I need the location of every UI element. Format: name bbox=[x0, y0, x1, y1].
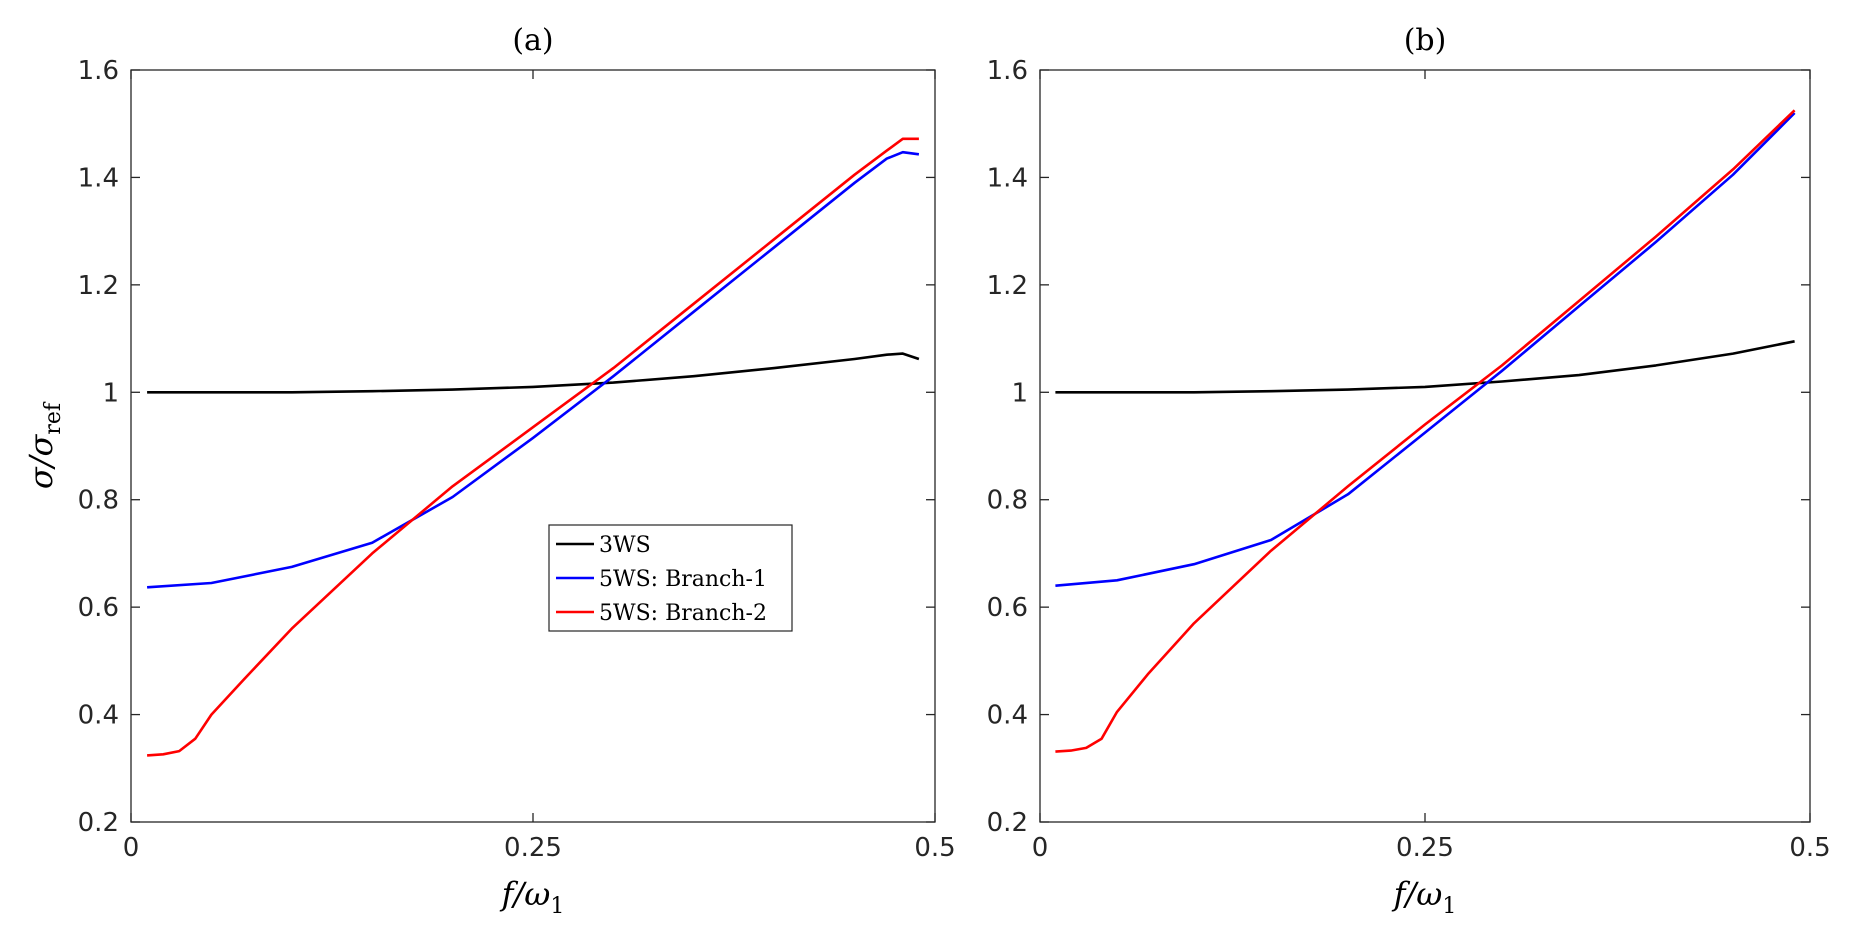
legend: 3WS 5WS: Branch-1 5WS: Branch-2 bbox=[548, 524, 793, 632]
panel-a-frame bbox=[130, 69, 936, 823]
panel-b-x-axis-label: f/ω1 bbox=[1392, 875, 1457, 919]
panel-b-series-5ws-branch-2 bbox=[1055, 109, 1796, 753]
panel-b-y-tick-label-6: 1.4 bbox=[987, 163, 1028, 193]
panel-a-x-axis-label-sub: 1 bbox=[550, 894, 564, 919]
panel-b-y-tick-label-7: 1.6 bbox=[987, 56, 1028, 86]
panel-a-y-tick-label-1: 0.4 bbox=[78, 701, 119, 731]
panel-b-series bbox=[1055, 109, 1796, 753]
panel-a-y-axis-label-main: σ/σ bbox=[22, 433, 60, 489]
panel-a-y-tick-label-7: 1.6 bbox=[78, 56, 119, 86]
panel-b-x-tick-label-1: 0.25 bbox=[1396, 833, 1454, 863]
legend-label-3ws: 3WS bbox=[599, 533, 651, 558]
panel-b-y-tick-label-2: 0.6 bbox=[987, 593, 1028, 623]
panel-b-series-3ws bbox=[1055, 340, 1795, 394]
panel-a-series bbox=[147, 137, 920, 757]
panel-b-x-tick-label-0: 0 bbox=[1032, 833, 1049, 863]
panel-b-title: (b) bbox=[1404, 23, 1447, 58]
panel-b-x-tick-label-2: 0.5 bbox=[1789, 833, 1830, 863]
panel-a-title: (a) bbox=[512, 23, 553, 58]
panel-b-frame bbox=[1039, 69, 1811, 823]
panel-b-y-tick-label-1: 0.4 bbox=[987, 701, 1028, 731]
panel-b-y-tick-label-4: 1 bbox=[1011, 378, 1028, 408]
legend-label-branch-2: 5WS: Branch-2 bbox=[599, 601, 767, 626]
panel-a-x-axis-label: f/ω1 bbox=[500, 875, 565, 919]
panel-b-y-tick-label-3: 0.8 bbox=[987, 486, 1028, 516]
panel-b: 0 0.25 0.50.20.40.60.811.21.41.6 (b) f/ω1 bbox=[987, 23, 1831, 919]
panel-b-x-axis-label-sub: 1 bbox=[1442, 894, 1456, 919]
panel-a-x-tick-label-2: 0.5 bbox=[914, 833, 955, 863]
panel-a-y-tick-label-5: 1.2 bbox=[78, 271, 119, 301]
panel-a-x-axis-label-main: f/ω bbox=[500, 875, 551, 913]
panel-a-y-axis-label: σ/σref bbox=[22, 401, 66, 489]
panel-a-series-5ws-branch-2 bbox=[147, 137, 919, 757]
panel-b-series-5ws-branch-1 bbox=[1055, 112, 1796, 587]
panel-a-y-tick-label-3: 0.8 bbox=[78, 486, 119, 516]
panel-a-ticks: 0 0.25 0.5 0.2 0.4 0.6 0.8 1 1.2 1.4 1.6 bbox=[78, 56, 956, 863]
panel-b-y-tick-label-0: 0.2 bbox=[987, 808, 1028, 838]
legend-label-branch-1: 5WS: Branch-1 bbox=[599, 567, 767, 592]
panel-b-y-tick-label-5: 1.2 bbox=[987, 271, 1028, 301]
panel-a-series-5ws-branch-1 bbox=[147, 150, 920, 589]
panel-a-x-tick-label-1: 0.25 bbox=[504, 833, 562, 863]
panel-a-y-tick-label-0: 0.2 bbox=[78, 808, 119, 838]
panel-a-y-axis-label-sub: ref bbox=[41, 401, 66, 435]
panel-b-ticks: 0 0.25 0.5 0.2 0.4 0.6 0.8 1 1.2 1.4 1.6 bbox=[987, 56, 1831, 863]
panel-a-y-tick-label-6: 1.4 bbox=[78, 163, 119, 193]
panel-a-y-tick-label-4: 1 bbox=[102, 378, 119, 408]
panel-a: 0 0.25 0.50.20.40.60.811.21.41.6 (a) f/ω1 … bbox=[22, 23, 956, 919]
panel-a-y-tick-label-2: 0.6 bbox=[78, 593, 119, 623]
panel-a-series-3ws bbox=[147, 352, 920, 394]
panel-b-x-axis-label-main: f/ω bbox=[1392, 875, 1443, 913]
panel-a-x-tick-label-0: 0 bbox=[123, 833, 140, 863]
